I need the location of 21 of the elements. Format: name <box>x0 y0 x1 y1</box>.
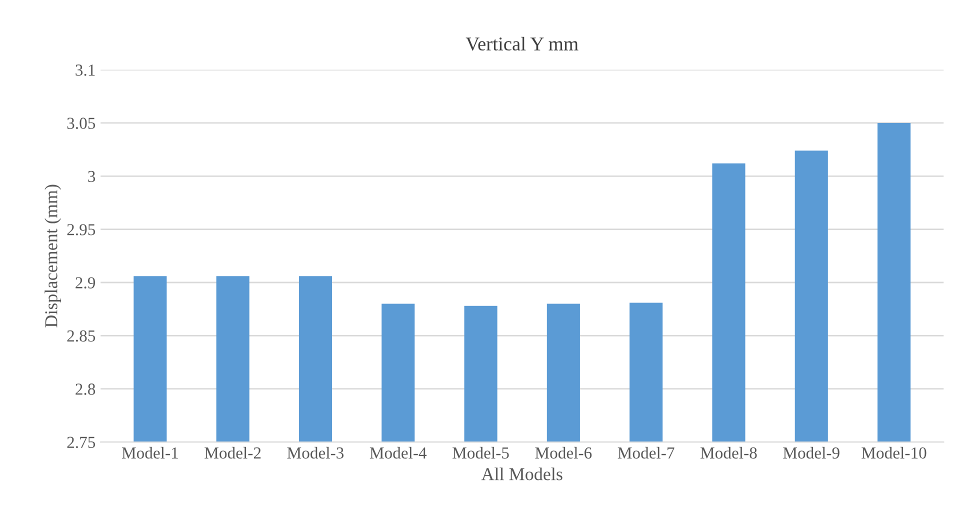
x-tick-label: Model-4 <box>370 446 427 459</box>
x-tick-label: Model-9 <box>783 446 840 459</box>
y-tick-label: 2.9 <box>76 277 96 289</box>
y-tick-label: 2.85 <box>67 330 96 342</box>
x-axis-title: All Models <box>481 468 562 480</box>
y-tick-label: 3.1 <box>76 64 95 76</box>
x-tick-label: Model-3 <box>287 446 344 459</box>
x-tick-label: Model-2 <box>204 446 261 459</box>
y-tick-label: 3 <box>88 170 96 182</box>
x-tick-label: Model-1 <box>122 446 178 459</box>
y-tick-label: 2.95 <box>67 224 96 236</box>
y-axis-title: Displacement (mm) <box>44 184 62 328</box>
x-tick-label: Model-7 <box>618 446 674 459</box>
chart-title: Vertical Y mm <box>466 36 578 51</box>
x-tick-label: Model-8 <box>700 446 757 459</box>
y-tick-label: 2.75 <box>67 436 96 448</box>
x-tick-label: Model-10 <box>862 446 926 459</box>
y-tick-label: 2.8 <box>76 384 96 395</box>
y-tick-label: 3.05 <box>67 118 96 129</box>
x-tick-label: Model-5 <box>452 446 509 459</box>
x-tick-label: Model-6 <box>535 446 592 459</box>
